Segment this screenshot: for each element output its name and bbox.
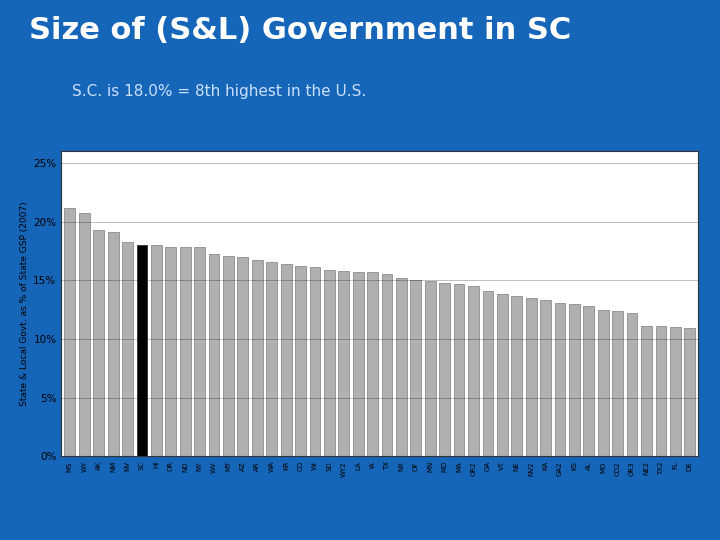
Bar [410,280,421,456]
Bar [252,260,263,456]
Bar [554,302,565,456]
Bar [122,241,133,456]
Bar [353,272,364,456]
Bar [223,255,234,456]
Bar [310,267,320,456]
Bar [79,213,90,456]
Bar [540,300,551,456]
Bar [425,281,436,456]
Text: S.C. is 18.0% = 8th highest in the U.S.: S.C. is 18.0% = 8th highest in the U.S. [72,84,366,99]
Bar [670,327,680,456]
Bar [396,278,407,456]
Bar [281,264,292,456]
Bar [295,266,306,456]
Bar [94,230,104,456]
Bar [151,245,162,456]
Bar [367,272,378,456]
Bar [209,254,220,456]
Bar [65,207,76,456]
Bar [641,326,652,456]
Bar [266,261,277,456]
Bar [454,284,464,456]
Bar [626,313,637,456]
Bar [324,269,335,456]
Text: Size of (S&L) Government in SC: Size of (S&L) Government in SC [29,16,571,45]
Bar [180,247,191,456]
Bar [137,245,148,456]
Bar [612,311,623,456]
Bar [166,247,176,456]
Bar [684,328,695,456]
Bar [194,247,205,456]
Bar [108,232,119,456]
Bar [511,295,522,456]
Bar [526,298,536,456]
Bar [655,326,666,456]
Bar [497,294,508,456]
Bar [468,286,479,456]
Bar [338,271,349,456]
Bar [482,291,493,456]
Bar [439,282,450,456]
Bar [569,303,580,456]
Bar [382,274,392,456]
Bar [238,257,248,456]
Y-axis label: State & Local Govt. as % of State GSP (2007): State & Local Govt. as % of State GSP (2… [20,201,29,406]
Bar [583,306,594,456]
Bar [598,309,608,456]
